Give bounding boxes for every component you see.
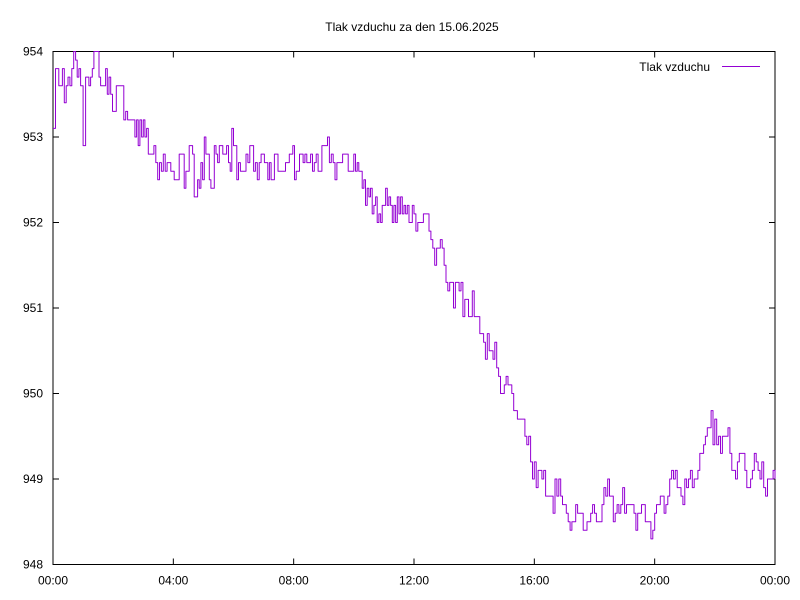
legend-label: Tlak vzduchu [639,60,710,74]
x-tick-label: 12:00 [399,574,429,588]
y-tick-label: 952 [23,216,43,230]
x-tick-label: 16:00 [519,574,549,588]
y-tick-label: 951 [23,301,43,315]
y-tick-label: 953 [23,130,43,144]
series-line-tlak-vzduchu [53,51,776,540]
x-tick-label: 00:00 [38,574,68,588]
chart-title: Tlak vzduchu za den 15.06.2025 [325,20,499,34]
y-tick-label: 954 [23,45,43,59]
y-tick-label: 949 [23,472,43,486]
y-tick-label: 950 [23,387,43,401]
y-tick-labels: 948 949 950 951 952 953 954 [23,45,43,572]
x-tick-label: 20:00 [640,574,670,588]
legend: Tlak vzduchu [639,60,760,74]
axis-ticks [52,51,776,565]
x-tick-label: 00:00 [760,574,790,588]
x-tick-label: 08:00 [279,574,309,588]
x-tick-labels: 00:00 04:00 08:00 12:00 16:00 20:00 00:00 [38,574,790,588]
x-tick-label: 04:00 [158,574,188,588]
y-tick-label: 948 [23,558,43,572]
